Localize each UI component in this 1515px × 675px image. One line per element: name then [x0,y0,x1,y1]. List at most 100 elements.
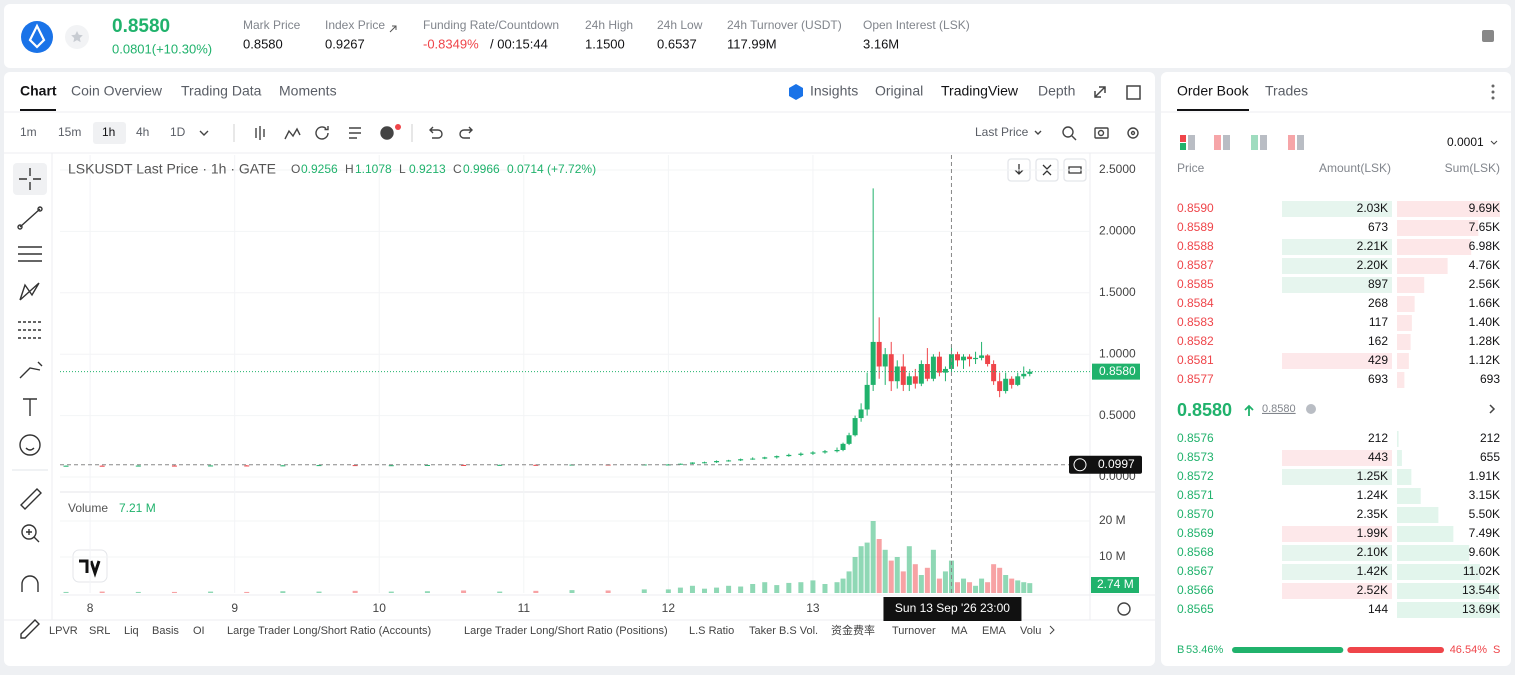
order-price[interactable]: 0.8587 [1177,258,1214,272]
indicator-tab[interactable]: L.S Ratio [689,625,734,637]
volume-bar [569,590,575,593]
chart-tab[interactable]: Moments [279,83,337,99]
precision-value[interactable]: 0.0001 [1447,135,1484,149]
indicator-tab[interactable]: LPVR [49,625,78,637]
order-price[interactable]: 0.8566 [1177,583,1214,597]
volume-bar [979,578,985,593]
indicator-tab[interactable]: Turnover [892,625,936,637]
candle-body [738,459,744,461]
toolbar-icons[interactable] [199,124,1139,142]
order-sum: 7.49K [1469,526,1500,540]
order-price[interactable]: 0.8581 [1177,353,1214,367]
precision-dropdown[interactable] [1490,140,1498,145]
volume-tick-label: 20 M [1099,513,1126,527]
order-price[interactable]: 0.8589 [1177,220,1214,234]
candle-body [714,461,720,463]
order-price[interactable]: 0.8585 [1177,277,1214,291]
view-tab[interactable]: Insights [810,83,858,99]
order-price[interactable]: 0.8569 [1177,526,1214,540]
interval-button[interactable]: 15m [58,125,81,139]
order-price[interactable]: 0.8565 [1177,602,1214,616]
orderbook-tab[interactable]: Trades [1265,83,1308,99]
order-price[interactable]: 0.8568 [1177,545,1214,559]
indicator-tab[interactable]: MA [951,625,968,637]
chart-tab[interactable]: Chart [20,83,57,99]
order-amount: 144 [1368,602,1388,616]
indicator-tab[interactable]: Volu [1020,625,1041,637]
indicator-next[interactable] [1049,625,1055,635]
indicator-tab[interactable]: OI [193,625,205,637]
x-tick-label: 11 [518,601,531,615]
indicator-tab[interactable]: Liq [124,625,139,637]
depth-bar [1397,488,1421,504]
depth-mode-icons[interactable] [1180,135,1304,150]
order-price[interactable]: 0.8572 [1177,469,1214,483]
order-amount: 693 [1368,372,1388,386]
indicator-tab[interactable]: Basis [152,625,179,637]
interval-button[interactable]: 1h [102,125,115,139]
order-price[interactable]: 0.8571 [1177,488,1214,502]
candle-body [858,409,864,419]
stat-value: 0.8580 [243,36,283,51]
settings-icon[interactable] [1117,602,1131,616]
price-type-select[interactable]: Last Price [975,125,1029,139]
chart-tab[interactable]: Coin Overview [71,83,163,99]
window-icon[interactable] [1126,85,1141,100]
view-tab[interactable]: Depth [1038,83,1075,99]
order-price[interactable]: 0.8590 [1177,201,1214,215]
volume-bar [388,591,394,593]
indicator-tab[interactable]: Large Trader Long/Short Ratio (Positions… [464,625,668,637]
order-price[interactable]: 0.8588 [1177,239,1214,253]
order-sum: 1.28K [1469,334,1500,348]
candle-body [135,465,141,467]
candle-body [1003,378,1009,392]
order-price[interactable]: 0.8576 [1177,431,1214,445]
indicator-tab[interactable]: 资金费率 [831,623,875,637]
buy-ratio-bar [1232,647,1344,653]
row-highlight [1282,277,1392,293]
indicator-tab[interactable]: SRL [89,625,110,637]
chart-tab[interactable]: Trading Data [181,83,262,99]
row-highlight [1282,469,1392,485]
depth-bar [1397,602,1500,618]
ohlc-change: 0.0714 (+7.72%) [507,162,596,176]
view-tab[interactable]: TradingView [941,83,1019,99]
order-price[interactable]: 0.8582 [1177,334,1214,348]
order-sum: 9.60K [1469,545,1500,559]
order-price[interactable]: 0.8577 [1177,372,1214,386]
last-price-tag [1092,363,1140,380]
interval-button[interactable]: 1m [20,125,37,139]
row-highlight [1282,564,1392,580]
candle-body [63,465,69,467]
order-amount: 1.24K [1357,488,1388,502]
volume-bar [906,546,912,593]
interval-button[interactable]: 4h [136,125,149,139]
stat-extra: / 00:15:44 [490,36,548,51]
indicator-tab[interactable]: Large Trader Long/Short Ratio (Accounts) [227,625,431,637]
volume-bar [352,590,358,593]
order-price[interactable]: 0.8583 [1177,315,1214,329]
volume-bar [954,582,960,593]
header-menu-icon[interactable] [1482,30,1494,42]
orderbook-more[interactable] [1491,84,1495,100]
view-tab[interactable]: Original [875,83,923,99]
order-sum: 5.50K [1469,507,1500,521]
orderbook-tab[interactable]: Order Book [1177,83,1250,99]
candle-body [906,376,912,385]
up-arrow [1244,404,1254,416]
crosshair-add[interactable] [1073,458,1087,472]
order-price[interactable]: 0.8570 [1177,507,1214,521]
indicator-tab[interactable]: EMA [982,625,1007,637]
order-price[interactable]: 0.8573 [1177,450,1214,464]
candle-body [461,464,467,466]
expand-arrow[interactable] [1489,404,1496,414]
order-price[interactable]: 0.8584 [1177,296,1214,310]
interval-button[interactable]: 1D [170,125,186,139]
volume-bar [738,586,744,593]
drawing-tools[interactable] [12,163,48,639]
indicator-tab[interactable]: Taker B.S Vol. [749,625,818,637]
order-price[interactable]: 0.8567 [1177,564,1214,578]
expand-icon[interactable] [1094,86,1106,98]
volume-bar [665,589,671,593]
candle-body [810,452,816,454]
